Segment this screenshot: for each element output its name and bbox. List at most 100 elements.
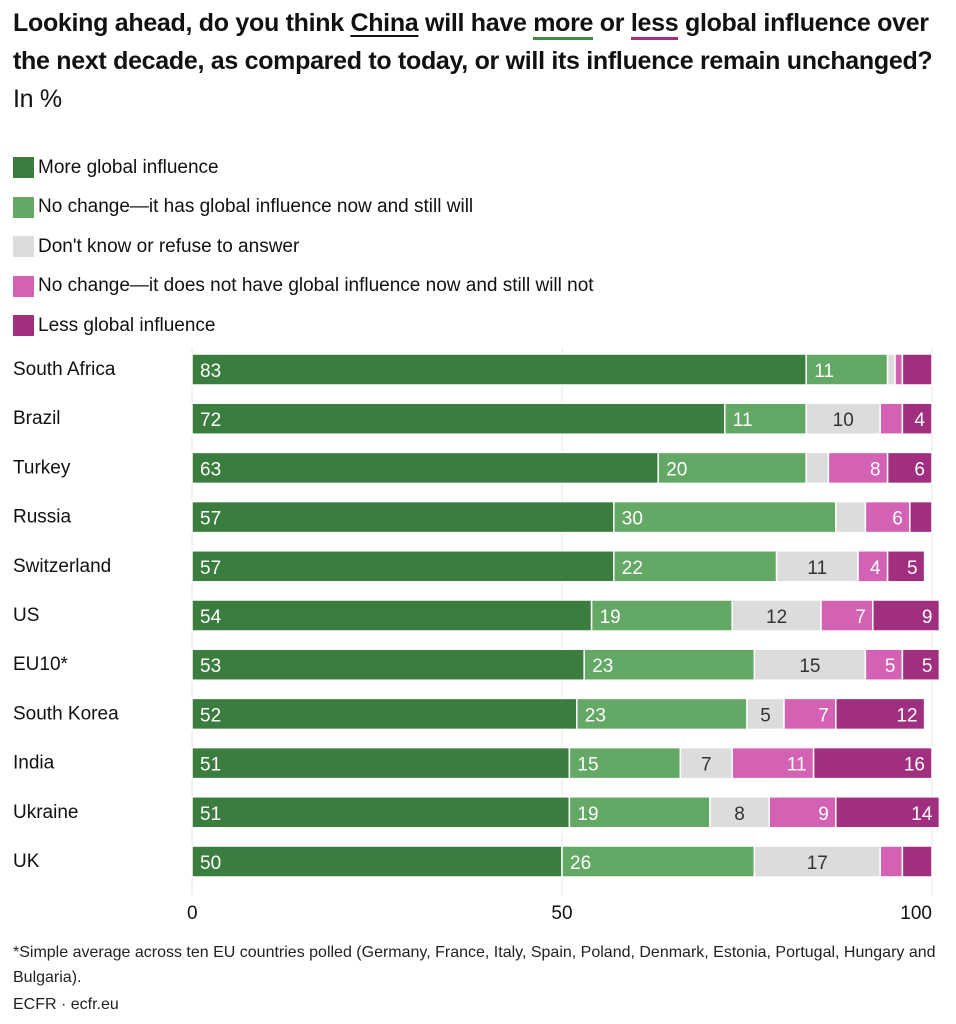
data-label: 5 (907, 558, 918, 579)
category-label: Ukraine (13, 802, 78, 823)
data-label: 51 (200, 755, 221, 776)
bar-more (191, 353, 807, 386)
data-label: 72 (200, 410, 221, 431)
bar-less (886, 550, 926, 583)
data-label: 57 (200, 509, 221, 530)
legend-label: More global influence (38, 156, 219, 178)
data-label: 8 (734, 804, 745, 825)
data-label: 7 (701, 755, 712, 776)
data-label: 4 (914, 410, 925, 431)
legend-swatch (13, 236, 34, 258)
footnote: *Simple average across ten EU countries … (13, 944, 936, 986)
data-label: 14 (911, 804, 933, 825)
title-less: less (630, 9, 679, 40)
bar-no-change-not (864, 500, 911, 534)
bar-more (191, 648, 585, 681)
bar-no-change-has (613, 550, 778, 583)
bar-dont-know (835, 500, 867, 534)
bar-no-change-has (576, 697, 748, 731)
data-label: 6 (914, 459, 925, 480)
legend-label: Don't know or refuse to answer (38, 235, 300, 257)
data-label: 54 (200, 607, 222, 628)
title-text: or (593, 9, 631, 37)
data-label: 12 (766, 607, 787, 628)
data-label: 11 (807, 558, 827, 579)
bar-dont-know (775, 550, 859, 583)
bar-more (191, 746, 571, 780)
data-label: 22 (622, 558, 643, 579)
chart-title: Looking ahead, do you think China will h… (13, 4, 943, 118)
data-label: 50 (200, 853, 221, 874)
x-tick-label: 100 (900, 903, 932, 924)
legend-swatch (13, 196, 34, 218)
data-label: 19 (600, 607, 621, 628)
data-label: 7 (855, 607, 866, 628)
bar-no-change-has (568, 796, 711, 829)
bar-no-change-has (724, 402, 807, 435)
bar-dont-know (886, 353, 896, 386)
legend-item-less: Less global influence (13, 306, 594, 346)
legend-swatch (13, 157, 34, 179)
data-label: 16 (904, 755, 925, 776)
legend: More global influence No change—it has gl… (13, 148, 594, 346)
bar-less (812, 746, 933, 780)
data-label: 11 (733, 410, 753, 431)
data-label: 11 (814, 361, 834, 382)
bar-no-change-not (857, 550, 889, 583)
data-label: 30 (622, 509, 643, 530)
category-label: US (13, 605, 39, 626)
bar-less (901, 845, 933, 878)
legend-item-no-change-not: No change—it does not have global influe… (13, 267, 594, 307)
data-label: 51 (200, 804, 221, 825)
bar-less (886, 451, 933, 485)
data-label: 15 (799, 656, 820, 677)
legend-label: No change—it does not have global influe… (38, 275, 594, 297)
title-text: Looking ahead, do you think (13, 9, 351, 37)
legend-item-no-change-has: No change—it has global influence now an… (13, 188, 594, 228)
bar-no-change-not (827, 451, 889, 485)
data-label: 57 (200, 558, 221, 579)
data-label: 52 (200, 705, 221, 726)
bar-dont-know (679, 746, 733, 780)
category-label: South Africa (13, 359, 116, 380)
data-label: 5 (885, 656, 896, 677)
bar-no-change-not (783, 697, 837, 731)
data-label: 10 (833, 410, 854, 431)
title-text: will have (418, 9, 534, 37)
data-label: 7 (818, 705, 829, 726)
data-label: 83 (200, 361, 221, 382)
chart: South Africa 83 11 Brazil 72 11 10 4 Turkey 63 20 8… (13, 348, 941, 924)
data-label: 8 (870, 459, 881, 480)
bar-no-change-not (879, 845, 904, 878)
data-label: 12 (896, 705, 917, 726)
data-label: 53 (200, 656, 221, 677)
category-label: Turkey (13, 457, 71, 478)
bar-less (835, 697, 926, 731)
bar-dont-know (731, 599, 822, 632)
category-label: Brazil (13, 408, 61, 429)
bar-dont-know (753, 648, 867, 681)
data-label: 23 (585, 705, 606, 726)
bar-no-change-has (568, 746, 682, 780)
data-label: 5 (760, 705, 771, 726)
bar-dont-know (709, 796, 770, 829)
bar-no-change-not (820, 599, 874, 632)
data-label: 26 (570, 853, 591, 874)
data-label: 20 (666, 459, 687, 480)
bar-no-change-has (657, 451, 807, 485)
bar-more (191, 697, 578, 731)
title-unit: In % (13, 85, 62, 113)
bar-more (191, 550, 615, 583)
legend-label: Less global influence (38, 314, 216, 336)
bar-more (191, 451, 659, 485)
category-label: South Korea (13, 703, 119, 724)
bar-no-change-has (613, 500, 837, 534)
bar-no-change-not (768, 796, 837, 829)
category-label: Switzerland (13, 556, 111, 577)
data-label: 4 (870, 558, 881, 579)
x-tick-label: 50 (551, 903, 572, 924)
bar-more (191, 500, 615, 534)
legend-item-more: More global influence (13, 148, 594, 188)
bar-more (191, 845, 563, 878)
legend-item-dont-know: Don't know or refuse to answer (13, 227, 594, 267)
